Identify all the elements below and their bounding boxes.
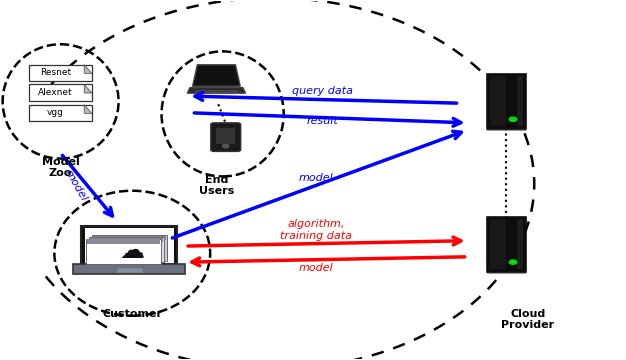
Bar: [87, 239, 160, 244]
Polygon shape: [187, 87, 245, 93]
FancyBboxPatch shape: [211, 123, 241, 152]
Bar: [490, 76, 506, 126]
Bar: [490, 219, 506, 269]
FancyBboxPatch shape: [487, 217, 525, 272]
Bar: [517, 76, 523, 126]
Bar: [85, 228, 173, 263]
Bar: [93, 236, 167, 240]
Text: model: model: [63, 168, 88, 203]
Bar: [487, 270, 525, 274]
Bar: [29, 105, 92, 121]
Text: algorithm,
training data: algorithm, training data: [280, 219, 352, 241]
Text: Model
Zoo: Model Zoo: [42, 157, 80, 179]
Bar: [116, 268, 141, 273]
FancyBboxPatch shape: [73, 265, 185, 274]
Text: Alexnet: Alexnet: [38, 88, 73, 97]
Bar: [90, 238, 163, 242]
Text: Resnet: Resnet: [40, 68, 71, 77]
Text: Customer: Customer: [102, 309, 162, 319]
Text: End
Users: End Users: [199, 175, 234, 196]
FancyBboxPatch shape: [86, 239, 162, 264]
Circle shape: [510, 260, 517, 264]
Circle shape: [223, 144, 229, 148]
Text: query data: query data: [292, 86, 353, 96]
Text: ☁: ☁: [120, 239, 145, 264]
Text: result: result: [307, 116, 338, 126]
FancyBboxPatch shape: [487, 74, 525, 129]
Polygon shape: [85, 85, 92, 93]
Polygon shape: [193, 65, 240, 86]
Text: model: model: [299, 173, 334, 183]
Text: model: model: [299, 262, 334, 273]
Text: vgg: vgg: [47, 108, 64, 117]
FancyBboxPatch shape: [217, 128, 235, 144]
Polygon shape: [85, 65, 92, 73]
Bar: [487, 127, 525, 131]
Polygon shape: [85, 105, 92, 113]
Bar: [517, 219, 523, 269]
FancyBboxPatch shape: [92, 235, 168, 261]
Bar: [29, 85, 92, 100]
Bar: [81, 226, 177, 267]
Circle shape: [510, 117, 517, 121]
FancyBboxPatch shape: [89, 237, 165, 262]
Bar: [29, 65, 92, 81]
Text: Cloud
Provider: Cloud Provider: [501, 309, 555, 330]
